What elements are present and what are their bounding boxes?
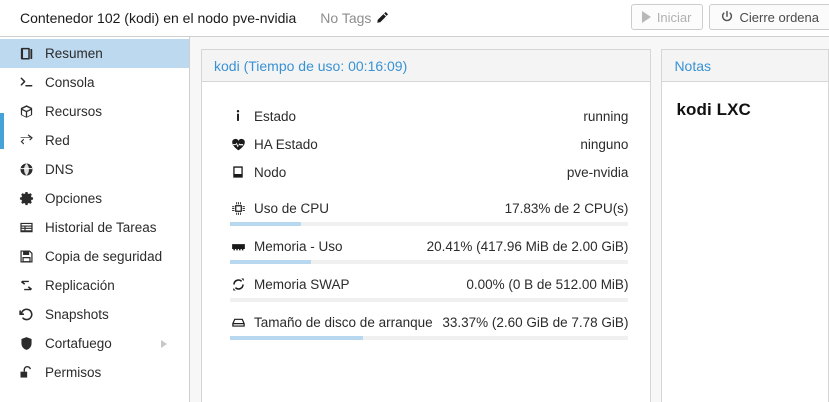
notes-panel-body[interactable]: kodi LXC	[661, 81, 829, 402]
shutdown-button-label: Cierre ordena	[739, 9, 820, 25]
memory-usage-meter-fill	[230, 260, 312, 264]
status-row-label: Memoria SWAP	[254, 276, 350, 292]
status-row-label: Estado	[254, 108, 297, 124]
status-row-uso-de-cpu: Uso de CPU 17.83% de 2 CPU(s)	[216, 194, 636, 222]
status-row-label: HA Estado	[254, 136, 318, 152]
floppy-icon	[18, 249, 34, 265]
sidebar-item-red[interactable]: Red	[0, 126, 189, 155]
status-row-label: Tamaño de disco de arranque	[254, 314, 433, 330]
sidebar-item-label: Snapshots	[45, 307, 109, 322]
sidebar-item-label: Replicación	[45, 278, 115, 293]
status-row-label: Uso de CPU	[254, 200, 330, 216]
node-icon	[230, 164, 246, 180]
sidebar-item-opciones[interactable]: Opciones	[0, 184, 189, 213]
status-row-value: pve-nvidia	[566, 164, 629, 180]
play-icon	[641, 11, 651, 23]
power-icon	[720, 10, 734, 24]
status-panel-title: kodi (Tiempo de uso: 00:16:09)	[201, 49, 652, 81]
status-panel-body: Estado running HA Estado ninguno	[201, 81, 652, 402]
sidebar-item-label: Recursos	[45, 104, 103, 119]
ram-icon	[230, 238, 246, 254]
history-icon	[18, 307, 34, 323]
status-panel: kodi (Tiempo de uso: 00:16:09) Estado ru…	[201, 49, 652, 402]
sidebar-item-label: Historial de Tareas	[45, 220, 157, 235]
status-row-value: 17.83% de 2 CPU(s)	[504, 200, 629, 216]
list-icon	[18, 220, 34, 236]
sidebar-item-copia-de-seguridad[interactable]: Copia de seguridad	[0, 242, 189, 271]
status-row-estado: Estado running	[216, 102, 636, 130]
swap-icon	[230, 276, 246, 292]
status-row-memoria-swap: Memoria SWAP 0.00% (0 B de 512.00 MiB)	[216, 270, 636, 298]
status-row-memoria-uso: Memoria - Uso 20.41% (417.96 MiB de 2.00…	[216, 232, 636, 260]
left-edge-accent-strip	[0, 113, 4, 149]
cube-icon	[18, 104, 34, 120]
sync-icon	[18, 278, 34, 294]
sidebar-item-resumen[interactable]: Resumen	[0, 39, 189, 68]
start-button[interactable]: Iniciar	[630, 4, 703, 30]
sidebar-item-label: Cortafuego	[45, 336, 112, 351]
sidebar-item-historial-de-tareas[interactable]: Historial de Tareas	[0, 213, 189, 242]
sidebar-item-label: Resumen	[45, 46, 103, 61]
book-icon	[18, 46, 34, 62]
cpu-usage-meter-fill	[230, 222, 302, 226]
sidebar-item-snapshots[interactable]: Snapshots	[0, 300, 189, 329]
pencil-icon[interactable]	[375, 11, 389, 25]
chevron-right-icon	[161, 339, 167, 348]
status-row-value: ninguno	[580, 136, 629, 152]
sidebar-item-label: Consola	[45, 75, 95, 90]
status-row-value: 0.00% (0 B de 512.00 MiB)	[466, 276, 629, 292]
globe-icon	[18, 162, 34, 178]
header-action-buttons: Iniciar Cierre ordena	[630, 4, 829, 30]
disk-icon	[230, 314, 246, 330]
info-icon	[230, 108, 246, 124]
sidebar-item-label: Copia de seguridad	[45, 249, 163, 264]
tags-label: No Tags	[320, 10, 372, 26]
status-row-nodo: Nodo pve-nvidia	[216, 158, 636, 186]
sidebar-item-label: Opciones	[45, 191, 103, 206]
start-button-label: Iniciar	[656, 9, 692, 25]
sidebar-item-label: Permisos	[45, 365, 102, 380]
status-row-label: Memoria - Uso	[254, 238, 343, 254]
status-row-tamano-de-disco-de-arranque: Tamaño de disco de arranque 33.37% (2.60…	[216, 308, 636, 336]
terminal-icon	[18, 75, 34, 91]
sidebar-item-consola[interactable]: Consola	[0, 68, 189, 97]
sidebar-item-dns[interactable]: DNS	[0, 155, 189, 184]
tags-area[interactable]: No Tags	[320, 10, 389, 26]
status-row-value: 20.41% (417.96 MiB de 2.00 GiB)	[426, 238, 629, 254]
status-row-value: 33.37% (2.60 GiB de 7.78 GiB)	[442, 314, 629, 330]
page-title: Contenedor 102 (kodi) en el nodo pve-nvi…	[20, 10, 297, 26]
sidebar-item-replicacion[interactable]: Replicación	[0, 271, 189, 300]
bootdisk-usage-meter-fill	[230, 336, 363, 340]
cpu-icon	[230, 200, 246, 216]
cpu-usage-meter	[230, 222, 629, 226]
gear-icon	[18, 191, 34, 207]
row-spacer	[216, 186, 636, 194]
memory-usage-meter	[230, 260, 629, 264]
heart-icon	[230, 136, 246, 152]
bootdisk-usage-meter	[230, 336, 629, 340]
sidebar-item-label: Red	[45, 133, 70, 148]
shutdown-button[interactable]: Cierre ordena	[708, 4, 829, 30]
shield-icon	[18, 336, 34, 352]
sidebar-item-recursos[interactable]: Recursos	[0, 97, 189, 126]
notes-content: kodi LXC	[676, 100, 751, 119]
top-header-bar: Contenedor 102 (kodi) en el nodo pve-nvi…	[0, 0, 829, 37]
status-row-label: Nodo	[254, 164, 287, 180]
network-icon	[18, 133, 34, 149]
status-row-ha-estado: HA Estado ninguno	[216, 130, 636, 158]
sidebar-item-cortafuego[interactable]: Cortafuego	[0, 329, 189, 358]
sidebar-nav: Resumen Consola Recursos	[0, 37, 190, 402]
notes-panel-title: Notas	[661, 49, 829, 81]
unlock-icon	[18, 365, 34, 381]
notes-panel: Notas kodi LXC	[661, 49, 829, 402]
main-content: kodi (Tiempo de uso: 00:16:09) Estado ru…	[191, 37, 829, 402]
status-row-value: running	[583, 108, 629, 124]
sidebar-item-permisos[interactable]: Permisos	[0, 358, 189, 387]
sidebar-item-label: DNS	[45, 162, 74, 177]
swap-usage-meter	[230, 298, 629, 302]
